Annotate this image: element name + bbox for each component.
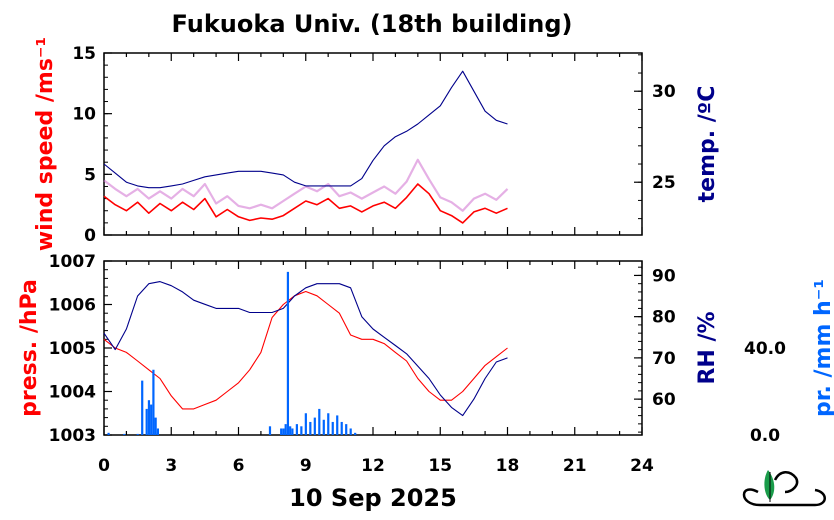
series-line <box>103 281 508 417</box>
precip-bar <box>284 424 287 435</box>
top-plot-frame <box>103 52 643 236</box>
precip-bar <box>145 408 148 435</box>
precip-bar <box>331 421 334 435</box>
precip-bar <box>322 419 325 435</box>
precip-bar <box>123 433 126 435</box>
precip-bar <box>309 421 312 435</box>
precip-bar <box>349 428 352 435</box>
y-left-tick-label: 1007 <box>49 252 96 272</box>
precip-bar <box>318 408 321 435</box>
precip-bar <box>295 424 298 435</box>
precip-bar <box>300 426 303 435</box>
x-tick-label: 15 <box>428 456 452 476</box>
temp-axis-label: temp. /ºC <box>695 86 720 203</box>
precip-bar <box>107 432 110 435</box>
top-panel: wind speed /ms⁻¹ temp. /ºC 0 5 10 15 25 30 <box>33 37 720 251</box>
x-tick-label: 18 <box>496 456 520 476</box>
y-right-tick-label: 70 <box>652 349 676 369</box>
series-line <box>103 70 508 189</box>
x-tick-label: 6 <box>233 456 245 476</box>
y-left-tick-label: 1004 <box>49 383 96 403</box>
series-line <box>103 290 508 410</box>
precip-bar <box>286 271 290 435</box>
x-tick-label: 12 <box>361 456 385 476</box>
x-tick-label: 21 <box>563 456 587 476</box>
y-left-tick-label: 5 <box>84 165 96 185</box>
precip-bar <box>150 404 153 435</box>
bottom-panel: press. /hPa RH /% pr. /mm h⁻¹ 0 3 6 9 12 15 18… <box>17 252 834 476</box>
y-right-tick-label: 90 <box>652 266 676 286</box>
precip-tick-label: 0.0 <box>750 426 780 446</box>
precip-axis-label: pr. /mm h⁻¹ <box>811 279 834 417</box>
x-tick-label: 3 <box>165 456 177 476</box>
precip-bar <box>313 417 316 435</box>
y-left-tick-label: 1005 <box>49 339 96 359</box>
rh-axis-label: RH /% <box>695 311 720 384</box>
series-line <box>103 158 509 212</box>
precip-bar <box>136 433 139 435</box>
y-left-tick-label: 1006 <box>49 296 96 316</box>
y-left-tick-label: 15 <box>72 44 96 64</box>
precip-bar <box>147 400 151 435</box>
date-label: 10 Sep 2025 <box>289 484 457 512</box>
precip-bar <box>141 380 144 435</box>
y-right-tick-label: 60 <box>652 390 676 410</box>
x-tick-label: 0 <box>98 456 110 476</box>
precip-bar <box>154 417 157 435</box>
precip-bar <box>289 426 292 435</box>
precip-bar <box>336 415 339 435</box>
chart-title: Fukuoka Univ. (18th building) <box>172 10 573 38</box>
precip-bar <box>268 426 272 435</box>
y-left-tick-label: 1003 <box>49 426 96 446</box>
logo <box>742 470 826 507</box>
series-line <box>103 183 508 224</box>
x-tick-label: 9 <box>300 456 312 476</box>
pressure-axis-label: press. /hPa <box>17 279 42 417</box>
precip-bar <box>327 413 330 435</box>
precip-bar <box>152 369 155 435</box>
precip-bar <box>280 428 283 435</box>
precip-bar <box>340 421 343 435</box>
y-right-tick-label: 25 <box>652 173 676 193</box>
wind-axis-label: wind speed /ms⁻¹ <box>33 37 58 251</box>
y-left-tick-label: 0 <box>84 226 96 246</box>
precip-bar <box>282 428 285 435</box>
y-right-tick-label: 80 <box>652 308 676 328</box>
precip-bar <box>291 428 294 435</box>
precip-bar <box>304 413 307 435</box>
precip-bar <box>156 428 159 435</box>
x-tick-label: 24 <box>630 456 654 476</box>
y-left-tick-label: 10 <box>72 105 96 125</box>
y-right-tick-label: 30 <box>652 82 676 102</box>
precip-bar <box>354 432 357 435</box>
precip-tick-label: 40.0 <box>744 339 786 359</box>
precip-bar <box>345 424 348 435</box>
